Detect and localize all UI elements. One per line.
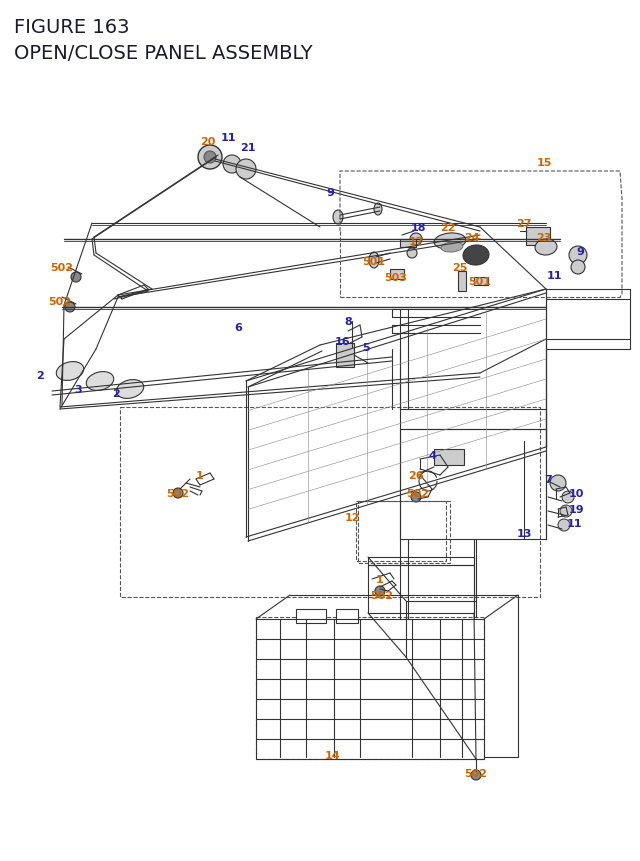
Text: 11: 11 xyxy=(547,270,562,281)
Text: 4: 4 xyxy=(428,450,436,461)
Text: 502: 502 xyxy=(371,591,394,600)
Bar xyxy=(526,228,550,245)
Circle shape xyxy=(560,505,572,517)
Circle shape xyxy=(198,146,222,170)
Circle shape xyxy=(236,160,256,180)
Circle shape xyxy=(558,519,570,531)
Bar xyxy=(390,269,404,280)
Circle shape xyxy=(571,261,585,275)
Text: 27: 27 xyxy=(516,219,532,229)
Bar xyxy=(458,272,466,292)
Ellipse shape xyxy=(441,243,463,253)
Text: 5: 5 xyxy=(362,343,370,353)
Text: 14: 14 xyxy=(324,750,340,760)
Text: 3: 3 xyxy=(74,385,82,394)
Text: 501: 501 xyxy=(362,257,385,267)
Text: 502: 502 xyxy=(465,768,488,778)
Text: 23: 23 xyxy=(536,232,552,243)
Bar xyxy=(120,407,540,598)
Text: 1: 1 xyxy=(196,470,204,480)
Ellipse shape xyxy=(86,372,114,391)
Bar xyxy=(336,344,354,368)
Circle shape xyxy=(569,247,587,264)
Text: 12: 12 xyxy=(344,512,360,523)
Text: 22: 22 xyxy=(440,223,456,232)
Bar xyxy=(356,501,446,561)
Circle shape xyxy=(65,303,75,313)
Text: 25: 25 xyxy=(452,263,468,273)
Text: FIGURE 163: FIGURE 163 xyxy=(14,18,129,37)
Bar xyxy=(256,617,484,759)
Text: 21: 21 xyxy=(240,143,256,152)
Text: 20: 20 xyxy=(200,137,216,147)
Bar xyxy=(336,610,358,623)
Text: 26: 26 xyxy=(408,470,424,480)
Circle shape xyxy=(562,492,574,504)
Text: 7: 7 xyxy=(544,474,552,485)
Ellipse shape xyxy=(116,381,144,399)
Text: 2: 2 xyxy=(36,370,44,381)
Ellipse shape xyxy=(434,233,466,250)
Text: 16: 16 xyxy=(334,337,350,347)
Text: 9: 9 xyxy=(576,247,584,257)
Circle shape xyxy=(71,273,81,282)
Bar xyxy=(296,610,326,623)
Text: 19: 19 xyxy=(568,505,584,514)
Text: 2: 2 xyxy=(112,388,120,399)
Ellipse shape xyxy=(374,204,382,216)
Ellipse shape xyxy=(333,211,343,225)
Circle shape xyxy=(223,156,241,174)
Circle shape xyxy=(411,492,421,503)
Text: 502: 502 xyxy=(166,488,189,499)
Ellipse shape xyxy=(56,362,84,381)
Bar xyxy=(358,501,450,563)
Text: 8: 8 xyxy=(344,317,352,326)
Text: 1: 1 xyxy=(376,574,384,585)
Ellipse shape xyxy=(369,253,379,269)
Text: 503: 503 xyxy=(385,273,408,282)
Text: 13: 13 xyxy=(516,529,532,538)
Bar xyxy=(474,278,488,286)
Circle shape xyxy=(407,249,417,258)
Text: OPEN/CLOSE PANEL ASSEMBLY: OPEN/CLOSE PANEL ASSEMBLY xyxy=(14,44,312,63)
Text: 10: 10 xyxy=(568,488,584,499)
Text: 502: 502 xyxy=(51,263,74,273)
Text: 502: 502 xyxy=(49,297,72,307)
Text: 24: 24 xyxy=(464,232,480,243)
Ellipse shape xyxy=(535,239,557,256)
Bar xyxy=(434,449,464,466)
Circle shape xyxy=(204,152,216,164)
Text: 11: 11 xyxy=(220,133,236,143)
Text: 501: 501 xyxy=(468,276,492,287)
Ellipse shape xyxy=(463,245,489,266)
Circle shape xyxy=(173,488,183,499)
Text: 11: 11 xyxy=(566,518,582,529)
Bar xyxy=(400,239,416,248)
Text: 9: 9 xyxy=(326,188,334,198)
Text: 502: 502 xyxy=(406,488,429,499)
Circle shape xyxy=(550,475,566,492)
Text: 18: 18 xyxy=(410,223,426,232)
Text: 6: 6 xyxy=(234,323,242,332)
Text: 15: 15 xyxy=(536,158,552,168)
Circle shape xyxy=(375,586,385,597)
Circle shape xyxy=(471,770,481,780)
Circle shape xyxy=(410,233,422,245)
Text: 17: 17 xyxy=(408,237,424,247)
